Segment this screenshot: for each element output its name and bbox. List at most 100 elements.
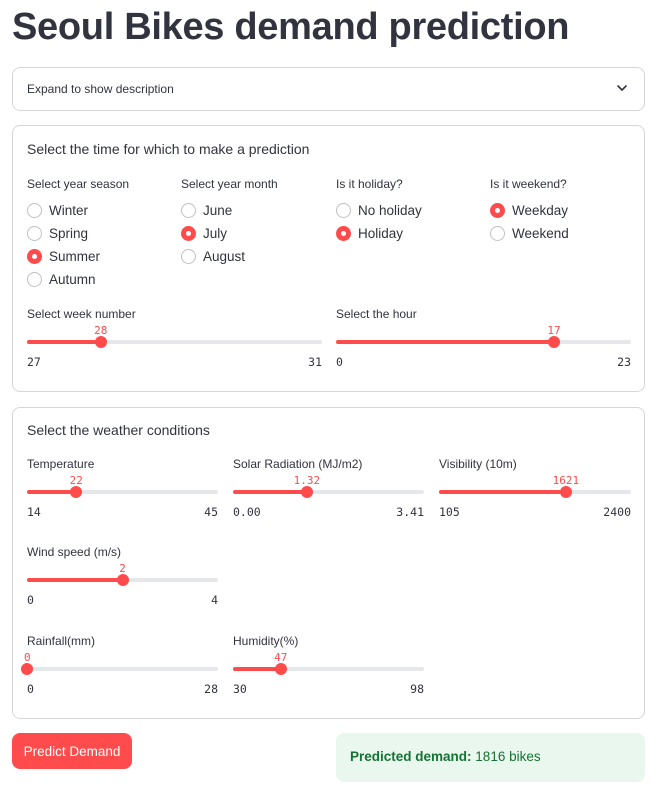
slider-value: 1.32 <box>293 474 321 487</box>
slider-value: 1621 <box>552 474 580 487</box>
slider-thumb[interactable] <box>116 574 129 586</box>
radio-circle <box>181 248 196 264</box>
humidity-slider[interactable]: Humidity(%) 47 30 98 <box>233 634 424 696</box>
weekend-option-weekend[interactable]: Weekend <box>490 224 569 242</box>
humidity-label: Humidity(%) <box>233 634 299 648</box>
wind-speed-slider[interactable]: Wind speed (m/s) 2 0 4 <box>27 545 218 607</box>
expander-label: Expand to show description <box>27 82 174 96</box>
slider-fill <box>27 340 101 344</box>
visibility-label: Visibility (10m) <box>439 457 517 471</box>
slider-thumb[interactable] <box>548 336 560 348</box>
slider-max: 45 <box>204 505 218 519</box>
radio-circle <box>27 271 42 287</box>
slider-fill <box>27 490 77 494</box>
slider-value: 17 <box>547 324 561 337</box>
slider-track[interactable] <box>439 486 631 498</box>
slider-max: 4 <box>211 593 218 607</box>
prediction-result-box: Predicted demand: 1816 bikes <box>336 733 645 782</box>
slider-track[interactable] <box>27 336 322 348</box>
prediction-result-text: Predicted demand: 1816 bikes <box>350 749 541 764</box>
rainfall-label: Rainfall(mm) <box>27 634 96 648</box>
slider-max: 2400 <box>603 505 631 519</box>
holiday-option-no-holiday[interactable]: No holiday <box>336 201 422 219</box>
slider-min: 0.00 <box>233 505 261 519</box>
season-option-autumn[interactable]: Autumn <box>27 270 96 288</box>
slider-thumb[interactable] <box>300 486 313 498</box>
prediction-result-value: 1816 bikes <box>475 749 541 764</box>
month-option-july[interactable]: July <box>181 224 227 242</box>
radio-circle <box>181 202 196 218</box>
slider-track[interactable] <box>27 574 218 586</box>
slider-value: 2 <box>119 562 126 575</box>
slider-value: 28 <box>94 324 108 337</box>
slider-thumb[interactable] <box>94 336 107 348</box>
month-label: Select year month <box>181 177 278 191</box>
slider-min: 0 <box>27 682 34 696</box>
slider-thumb[interactable] <box>70 486 83 498</box>
slider-fill <box>233 490 307 494</box>
slider-track[interactable] <box>27 486 218 498</box>
month-option-august[interactable]: August <box>181 247 245 265</box>
season-option-winter[interactable]: Winter <box>27 201 88 219</box>
season-option-spring[interactable]: Spring <box>27 224 88 242</box>
slider-track[interactable] <box>21 663 218 675</box>
radio-circle <box>181 225 196 241</box>
solar-radiation-slider[interactable]: Solar Radiation (MJ/m2) 1.32 0.00 3.41 <box>233 457 424 519</box>
week-number-slider[interactable]: Select week number 28 27 31 <box>27 307 322 369</box>
slider-track[interactable] <box>336 336 631 348</box>
weekend-label: Is it weekend? <box>490 177 567 191</box>
temperature-label: Temperature <box>27 457 95 471</box>
time-section-title: Select the time for which to make a pred… <box>27 141 310 157</box>
visibility-slider[interactable]: Visibility (10m) 1621 105 2400 <box>439 457 631 519</box>
chevron-down-icon <box>617 85 627 91</box>
slider-track[interactable] <box>233 663 424 675</box>
slider-min: 0 <box>27 593 34 607</box>
slider-max: 28 <box>204 682 218 696</box>
weekend-option-weekday[interactable]: Weekday <box>490 201 568 219</box>
slider-thumb[interactable] <box>274 663 287 675</box>
slider-max: 98 <box>410 682 424 696</box>
slider-value: 47 <box>274 651 288 664</box>
radio-circle <box>490 225 505 241</box>
holiday-label: Is it holiday? <box>336 177 403 191</box>
time-selection-form: Select the time for which to make a pred… <box>12 125 645 392</box>
slider-thumb[interactable] <box>21 663 33 675</box>
season-label: Select year season <box>27 177 130 191</box>
radio-circle <box>490 202 505 218</box>
radio-circle <box>336 225 351 241</box>
slider-thumb[interactable] <box>559 486 572 498</box>
slider-value: 0 <box>24 651 31 664</box>
season-option-summer[interactable]: Summer <box>27 247 100 265</box>
slider-max: 3.41 <box>396 505 424 519</box>
hour-slider[interactable]: Select the hour 17 0 23 <box>336 307 631 369</box>
radio-circle <box>336 202 351 218</box>
weather-section-title: Select the weather conditions <box>27 422 210 438</box>
slider-min: 0 <box>336 355 343 369</box>
prediction-result-key: Predicted demand: <box>350 749 472 764</box>
slider-min: 27 <box>27 355 41 369</box>
slider-min: 30 <box>233 682 247 696</box>
slider-max: 31 <box>308 355 322 369</box>
radio-circle <box>27 248 42 264</box>
slider-min: 105 <box>439 505 460 519</box>
rainfall-slider[interactable]: Rainfall(mm) 0 0 28 <box>21 634 218 696</box>
week-number-label: Select week number <box>27 307 136 321</box>
description-expander[interactable]: Expand to show description <box>12 67 645 111</box>
solar-radiation-label: Solar Radiation (MJ/m2) <box>233 457 363 471</box>
hour-label: Select the hour <box>336 307 417 321</box>
slider-fill <box>233 667 281 671</box>
slider-max: 23 <box>617 355 631 369</box>
month-option-june[interactable]: June <box>181 201 232 219</box>
slider-fill <box>336 340 554 344</box>
radio-circle <box>27 202 42 218</box>
radio-circle <box>27 225 42 241</box>
slider-value: 22 <box>69 474 83 487</box>
temperature-slider[interactable]: Temperature 22 14 45 <box>27 457 218 519</box>
slider-track[interactable] <box>233 486 424 498</box>
wind-speed-label: Wind speed (m/s) <box>27 545 122 559</box>
weather-conditions-form: Select the weather conditions Temperatur… <box>12 407 645 719</box>
page-title: Seoul Bikes demand prediction <box>12 6 570 48</box>
slider-fill <box>439 490 566 494</box>
predict-demand-button[interactable]: Predict Demand <box>12 733 132 769</box>
holiday-option-holiday[interactable]: Holiday <box>336 224 403 242</box>
